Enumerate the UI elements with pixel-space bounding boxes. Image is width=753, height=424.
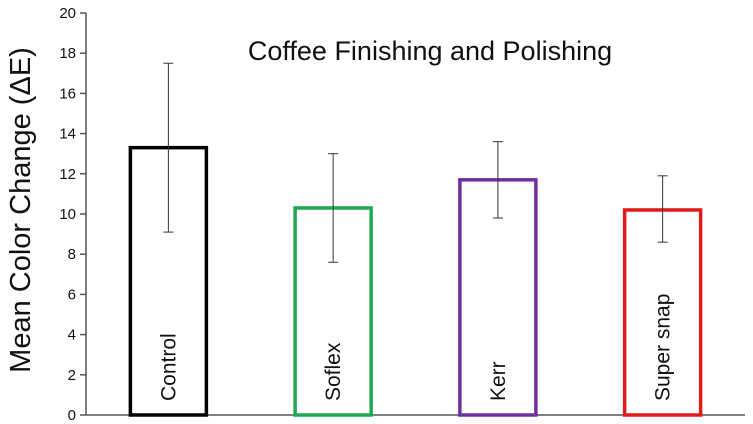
- bar: [458, 178, 538, 417]
- bars: [128, 145, 703, 417]
- y-tick-label: 18: [59, 45, 76, 62]
- category-label: Kerr: [487, 361, 510, 401]
- bar: [622, 208, 703, 417]
- y-axis-label: Mean Color Change (ΔE): [5, 47, 37, 373]
- y-tick-label: 4: [68, 327, 76, 344]
- y-tick-label: 8: [68, 246, 76, 263]
- bar-labels: Control Soflex Kerr Super snap: [157, 294, 674, 401]
- category-label: Control: [157, 333, 180, 401]
- chart-title: Coffee Finishing and Polishing: [248, 36, 612, 66]
- bar: [128, 145, 209, 417]
- y-tick-label: 14: [59, 126, 76, 143]
- y-tick-label: 0: [68, 407, 76, 424]
- category-label: Soflex: [322, 342, 345, 401]
- y-tick-label: 2: [68, 367, 76, 384]
- y-tick-label: 10: [59, 206, 76, 223]
- y-tick-label: 20: [59, 5, 76, 22]
- y-tick-label: 12: [59, 166, 76, 183]
- y-tick-label: 6: [68, 286, 76, 303]
- y-tick-label: 16: [59, 85, 76, 102]
- error-bars: [163, 62, 668, 263]
- category-label: Super snap: [652, 294, 675, 401]
